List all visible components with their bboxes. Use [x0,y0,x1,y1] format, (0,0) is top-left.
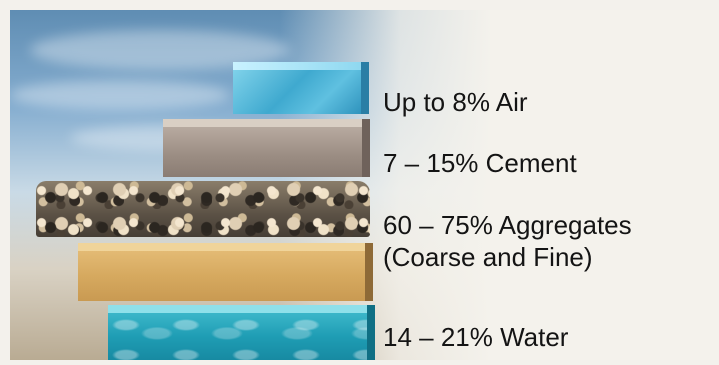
water-block [108,305,375,360]
cement-block [163,119,370,177]
air-label: Up to 8% Air [383,87,528,117]
aggregates-label-line1: 60 – 75% Aggregates [383,210,632,240]
aggregates-label-line2: (Coarse and Fine) [383,242,593,272]
sky-streak [10,80,230,110]
air-block [233,62,369,114]
sand-block [78,243,373,301]
aggregates-block [36,181,370,237]
water-label: 14 – 21% Water [383,322,569,352]
cement-label: 7 – 15% Cement [383,148,577,178]
